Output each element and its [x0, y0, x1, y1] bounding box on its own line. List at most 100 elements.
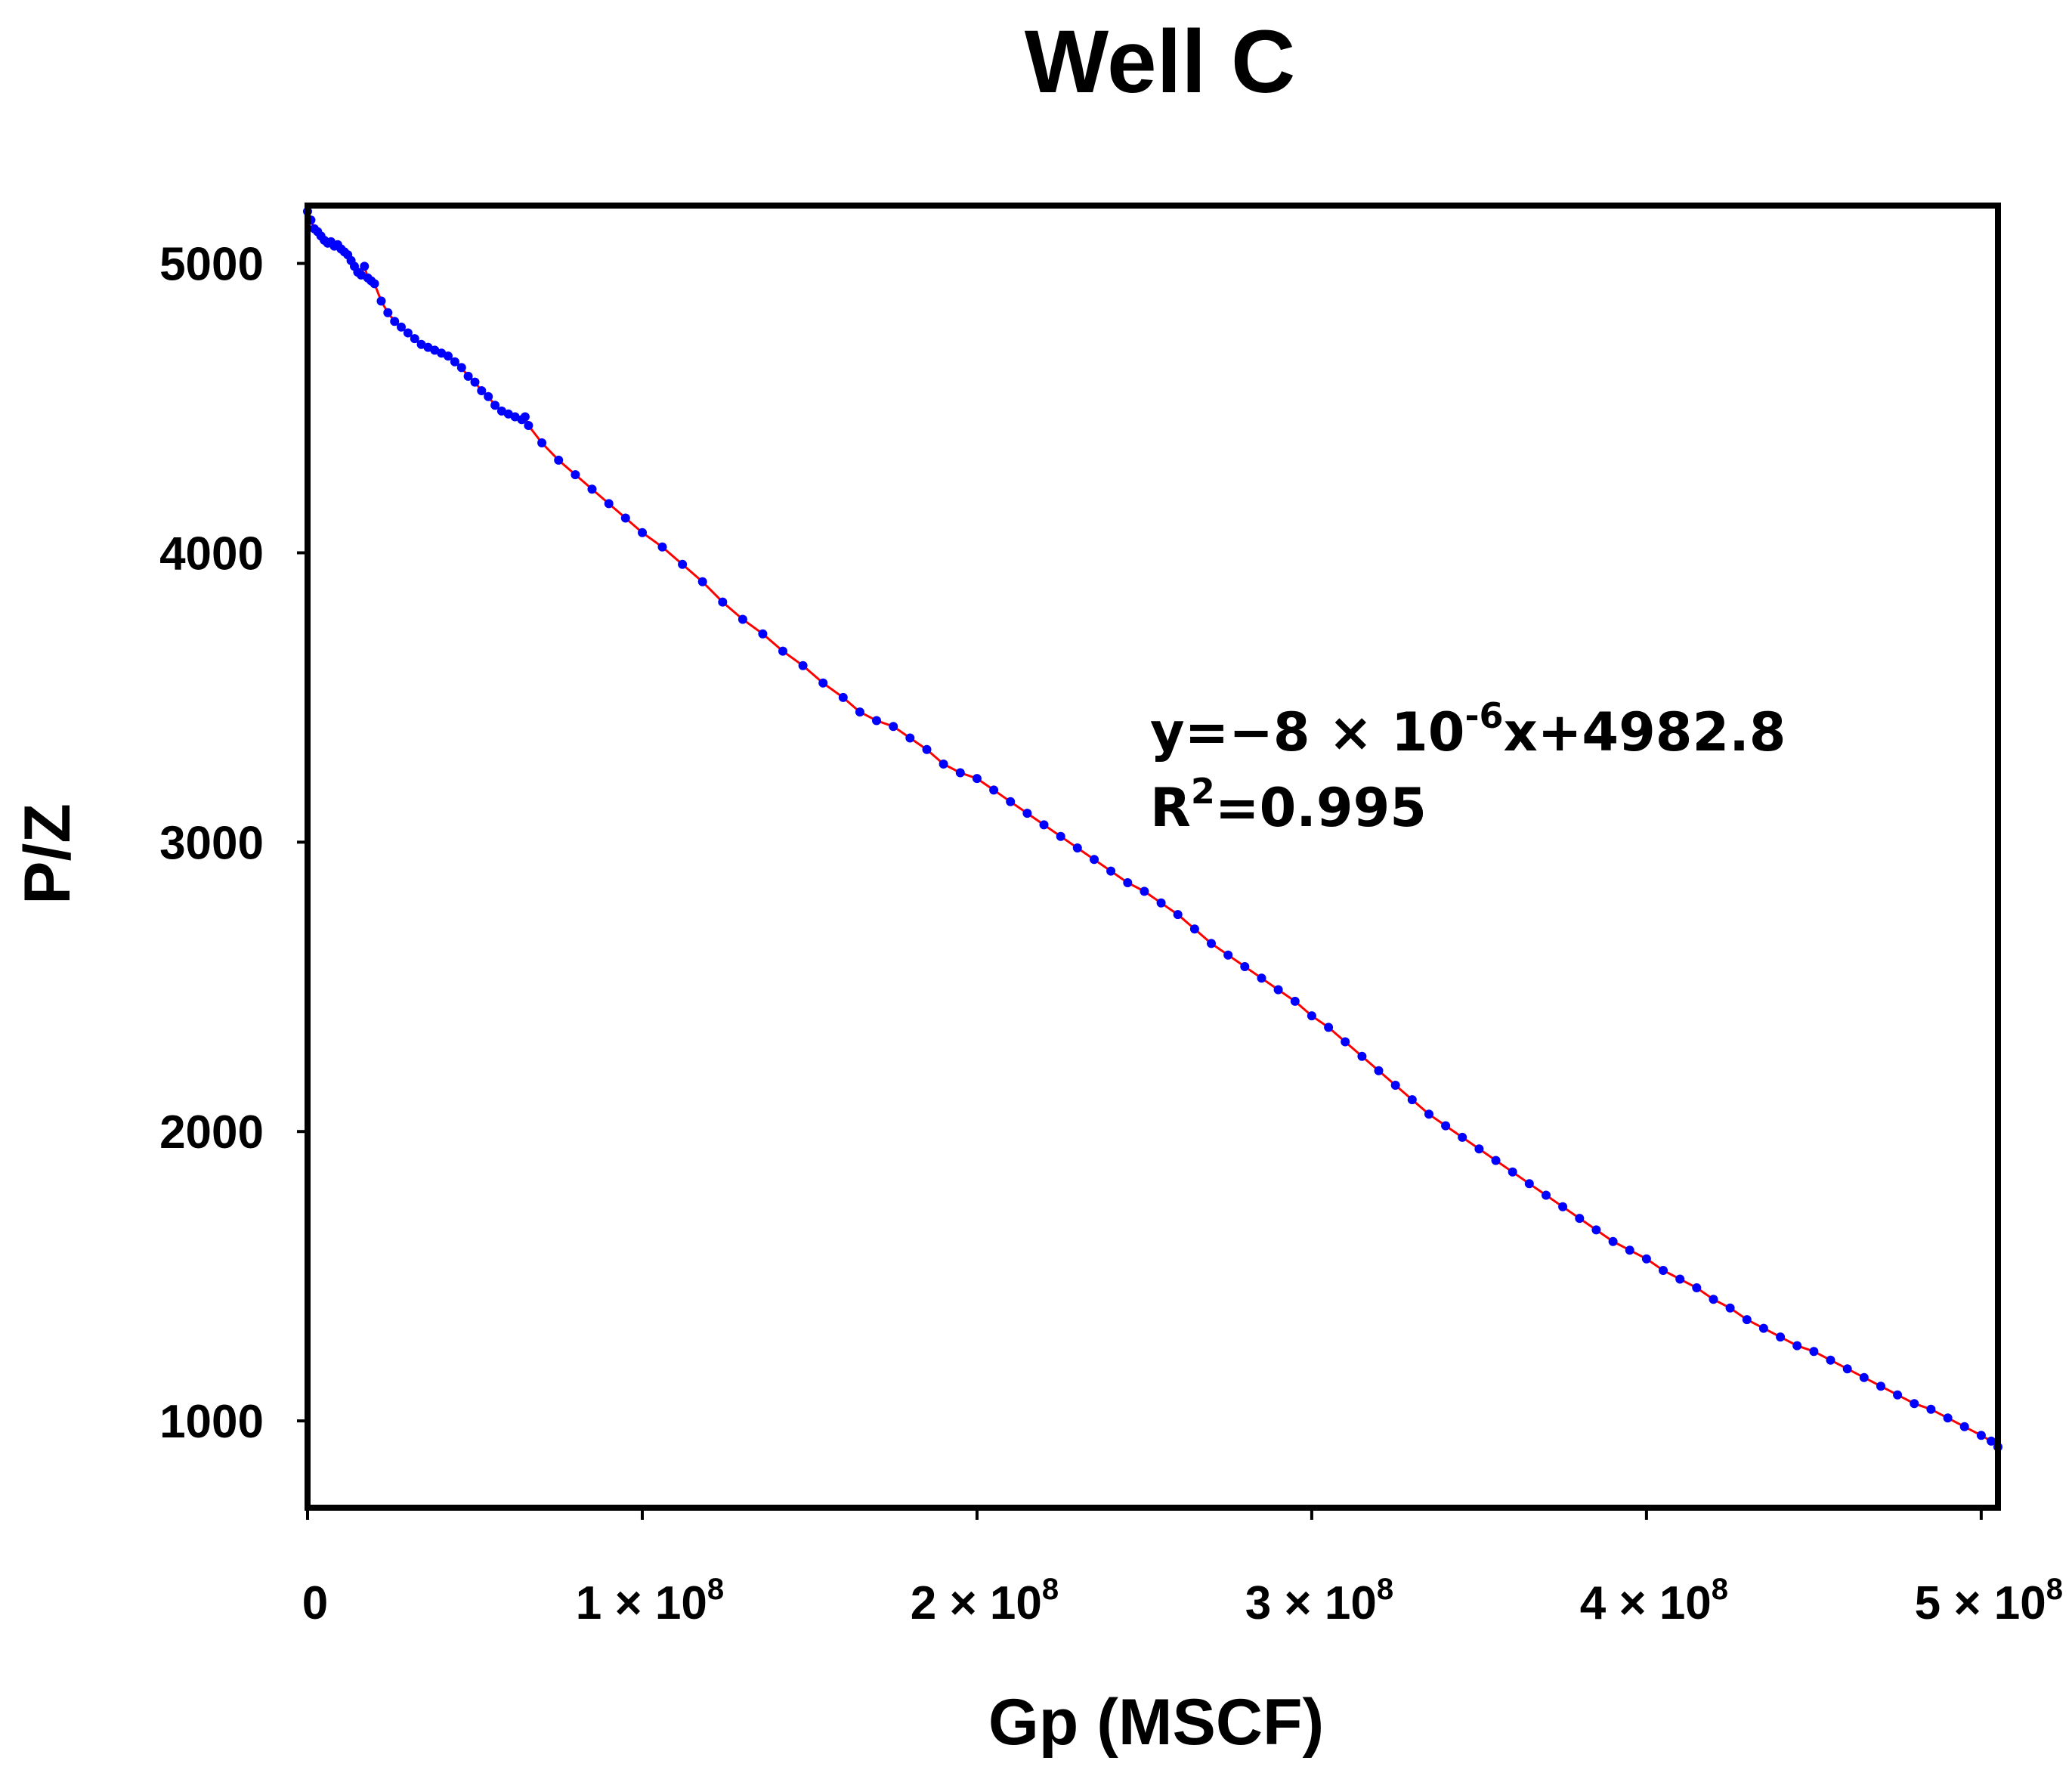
data-point	[1742, 1315, 1752, 1325]
data-point	[989, 785, 999, 795]
data-point	[1893, 1390, 1903, 1400]
data-point	[370, 279, 379, 289]
data-point	[1659, 1266, 1668, 1275]
data-point	[1591, 1225, 1601, 1235]
y-tick-label: 1000	[159, 1396, 264, 1448]
x-tick-label: 1 × 108	[576, 1573, 724, 1629]
data-point	[1307, 1011, 1316, 1021]
data-point	[1926, 1404, 1936, 1414]
data-point	[1809, 1347, 1819, 1357]
data-point	[1173, 910, 1183, 920]
data-point	[520, 412, 530, 422]
data-point	[1558, 1202, 1568, 1211]
data-point	[738, 614, 747, 624]
data-point	[972, 774, 982, 784]
data-point	[1876, 1382, 1885, 1391]
data-point	[456, 363, 466, 373]
data-point	[1491, 1156, 1501, 1165]
data-point	[620, 513, 630, 523]
plot-area-frame	[305, 203, 2001, 1511]
data-point	[1508, 1167, 1517, 1177]
y-tick-label: 3000	[159, 817, 264, 869]
y-axis-ticks: 5000 4000 3000 2000 1000	[159, 239, 308, 1448]
chart-title: Well C	[1025, 12, 1295, 112]
data-point	[1910, 1399, 1919, 1409]
data-point	[905, 733, 915, 743]
x-tick-label: 3 × 108	[1245, 1573, 1393, 1629]
data-point	[463, 371, 473, 381]
fit-equation-suffix: x+4982.8	[1504, 701, 1786, 763]
data-point	[1039, 820, 1049, 830]
data-point	[1257, 973, 1266, 983]
x-axis-ticks: 0 1 × 108 2 × 108 3 × 108 4 × 108 5 × 108	[302, 1508, 2063, 1629]
data-point	[818, 678, 828, 688]
data-point	[1826, 1355, 1835, 1365]
data-point	[798, 661, 808, 670]
r-squared-suffix: =0.995	[1215, 777, 1427, 839]
data-point	[1123, 878, 1133, 887]
data-point	[1207, 939, 1216, 948]
data-point	[758, 629, 768, 639]
data-point	[397, 322, 406, 332]
data-point	[1575, 1214, 1585, 1224]
data-point	[1987, 1436, 1996, 1446]
data-point	[1859, 1372, 1869, 1382]
data-point	[1223, 950, 1233, 960]
data-point	[1374, 1066, 1384, 1075]
data-point	[490, 401, 500, 410]
data-point	[1441, 1121, 1451, 1131]
data-point	[1976, 1431, 1986, 1440]
data-point	[477, 386, 487, 395]
y-axis-label: P/Z	[11, 803, 84, 905]
data-point	[1407, 1095, 1417, 1105]
fit-r-squared: R2=0.995	[1150, 771, 1427, 839]
data-point	[1474, 1144, 1484, 1154]
data-point	[410, 334, 419, 344]
data-point	[1357, 1051, 1367, 1061]
data-point	[1943, 1413, 1953, 1423]
data-point	[1189, 924, 1199, 934]
data-point	[657, 542, 667, 552]
data-point	[376, 296, 386, 306]
data-point	[718, 597, 728, 607]
x-tick-label: 5 × 108	[1915, 1573, 2063, 1629]
data-point	[778, 646, 787, 656]
data-point	[1524, 1179, 1534, 1189]
data-point	[1424, 1109, 1433, 1119]
data-point	[1725, 1303, 1735, 1313]
data-point	[1240, 962, 1250, 971]
fit-equation-exponent: -6	[1464, 695, 1503, 736]
data-point	[571, 470, 580, 480]
data-point	[1056, 831, 1065, 841]
data-point	[1072, 843, 1082, 852]
data-point	[383, 308, 393, 317]
data-point	[1324, 1023, 1334, 1032]
data-point	[872, 716, 881, 726]
data-point	[470, 377, 480, 387]
data-point	[1709, 1295, 1718, 1304]
data-point	[1390, 1081, 1400, 1090]
data-point	[604, 499, 614, 509]
data-point	[697, 577, 707, 586]
data-points-layer	[303, 206, 2002, 1452]
data-point	[922, 744, 932, 754]
data-point	[554, 455, 564, 465]
data-point	[1090, 855, 1099, 865]
data-point	[484, 391, 493, 401]
data-point	[1022, 809, 1032, 818]
x-tick-label: 0	[302, 1577, 328, 1629]
fit-equation-prefix: y=−8 × 10	[1150, 701, 1464, 763]
data-point	[1959, 1422, 1969, 1431]
y-tick-label: 5000	[159, 239, 264, 291]
fit-equation: y=−8 × 10-6x+4982.8	[1150, 695, 1786, 763]
y-tick-label: 4000	[159, 528, 264, 580]
data-point	[1842, 1364, 1852, 1374]
data-point	[889, 722, 898, 732]
data-point	[450, 357, 459, 367]
r-squared-exponent: 2	[1191, 771, 1215, 812]
data-point	[1458, 1132, 1467, 1142]
r-squared-prefix: R	[1150, 777, 1191, 839]
data-point	[587, 484, 597, 494]
